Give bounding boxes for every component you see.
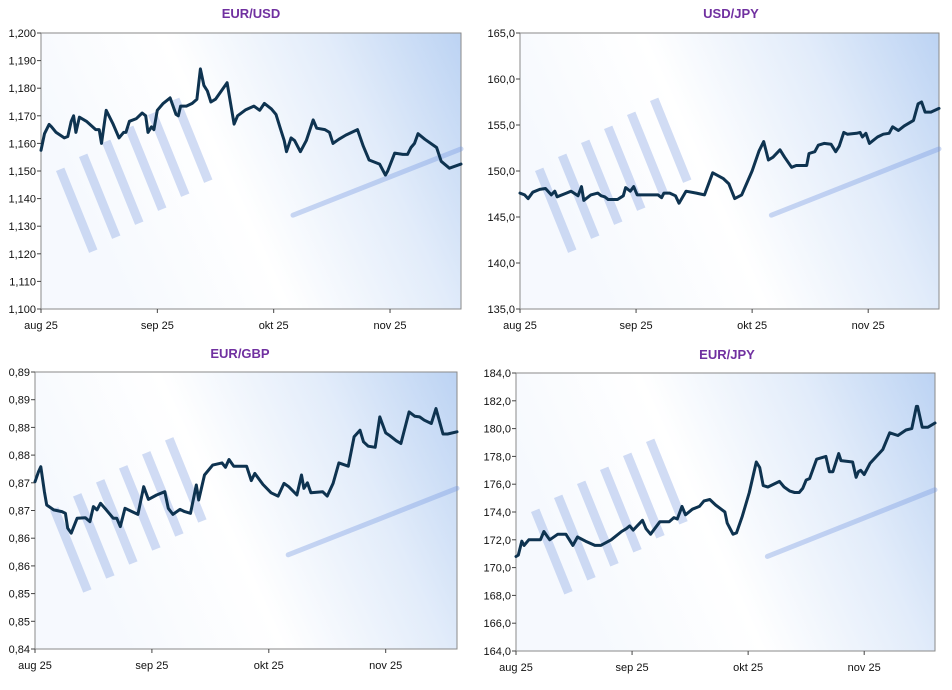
y-tick-label: 184,0 xyxy=(483,368,511,380)
y-tick-label: 166,0 xyxy=(483,618,511,630)
y-tick-label: 182,0 xyxy=(483,396,511,408)
x-tick-label: sep 25 xyxy=(141,320,174,332)
y-tick-label: 1,160 xyxy=(8,138,36,150)
y-tick-label: 0,86 xyxy=(9,561,30,573)
x-tick-label: okt 25 xyxy=(733,662,763,674)
y-tick-label: 1,110 xyxy=(9,276,36,288)
x-tick-label: nov 25 xyxy=(369,660,402,672)
y-tick-label: 172,0 xyxy=(483,535,511,547)
chart-title: EUR/JPY xyxy=(699,347,755,362)
y-tick-label: 0,89 xyxy=(9,395,30,407)
y-tick-label: 0,85 xyxy=(9,616,30,628)
y-tick-label: 1,150 xyxy=(8,166,36,178)
y-tick-label: 155,0 xyxy=(487,120,515,132)
y-tick-label: 0,89 xyxy=(9,367,30,379)
y-tick-label: 140,0 xyxy=(487,258,515,270)
x-tick-label: okt 25 xyxy=(259,320,289,332)
y-tick-label: 135,0 xyxy=(487,304,515,316)
chart-usd-jpy: USD/JPY 135,0 140,0 145,0 150,0 155,0 160,0 16… xyxy=(0,0,952,340)
x-tick-label: aug 25 xyxy=(24,320,58,332)
x-tick-label: okt 25 xyxy=(737,320,767,332)
y-tick-label: 1,190 xyxy=(8,56,36,68)
data-points xyxy=(515,406,936,557)
y-tick-label: 1,130 xyxy=(8,221,36,233)
y-tick-label: 178,0 xyxy=(483,451,511,463)
y-tick-label: 1,200 xyxy=(8,28,36,40)
y-tick-label: 176,0 xyxy=(483,479,511,491)
y-tick-label: 180,0 xyxy=(483,424,511,436)
y-tick-label: 164,0 xyxy=(483,646,511,658)
y-tick-label: 0,87 xyxy=(9,478,30,490)
series-line-usd-jpy xyxy=(518,100,941,205)
chart-title: USD/JPY xyxy=(703,6,759,21)
y-tick-label: 145,0 xyxy=(487,212,515,224)
y-tick-label: 160,0 xyxy=(487,74,515,86)
y-tick-label: 0,85 xyxy=(9,589,30,601)
y-tick-label: 0,84 xyxy=(9,644,30,656)
plot-area xyxy=(40,32,462,310)
y-tick-label: 0,88 xyxy=(9,422,30,434)
x-tick-label: aug 25 xyxy=(503,320,537,332)
y-tick-label: 0,88 xyxy=(9,450,30,462)
data-points xyxy=(34,408,458,534)
background-image xyxy=(56,97,464,253)
y-tick-label: 0,87 xyxy=(9,506,30,518)
y-tick-label: 170,0 xyxy=(483,563,511,575)
x-tick-label: nov 25 xyxy=(852,320,885,332)
chart-eur-gbp: EUR/GBP 0,84 0,85 0,85 0,86 0,86 0,87 0,87 0,88… xyxy=(9,346,460,672)
data-points xyxy=(519,101,940,204)
y-tick-label: 168,0 xyxy=(483,590,511,602)
y-tick-label: 1,140 xyxy=(8,194,36,206)
plot-area xyxy=(519,32,940,310)
x-tick-label: nov 25 xyxy=(374,320,407,332)
x-tick-label: sep 25 xyxy=(620,320,653,332)
y-tick-label: 1,120 xyxy=(8,249,36,261)
y-tick-label: 150,0 xyxy=(487,166,515,178)
x-tick-label: aug 25 xyxy=(18,660,52,672)
y-tick-label: 165,0 xyxy=(487,28,515,40)
x-tick-label: nov 25 xyxy=(848,662,881,674)
data-points xyxy=(40,68,462,176)
y-tick-label: 174,0 xyxy=(483,507,511,519)
chart-title: EUR/GBP xyxy=(210,346,270,361)
x-tick-label: aug 25 xyxy=(499,662,533,674)
background-image xyxy=(531,438,938,595)
chart-eur-usd: EUR/USD 1,100 1,110 1,120 1,130 1,140 1,150 1,… xyxy=(0,0,476,340)
y-tick-label: 0,86 xyxy=(9,533,30,545)
y-tick-label: 1,100 xyxy=(8,304,36,316)
chart-title: EUR/USD xyxy=(221,6,281,21)
y-tick-label: 1,180 xyxy=(8,83,36,95)
y-tick-label: 1,170 xyxy=(8,111,36,123)
x-tick-label: okt 25 xyxy=(254,660,284,672)
x-tick-label: sep 25 xyxy=(616,662,649,674)
x-tick-label: sep 25 xyxy=(135,660,168,672)
